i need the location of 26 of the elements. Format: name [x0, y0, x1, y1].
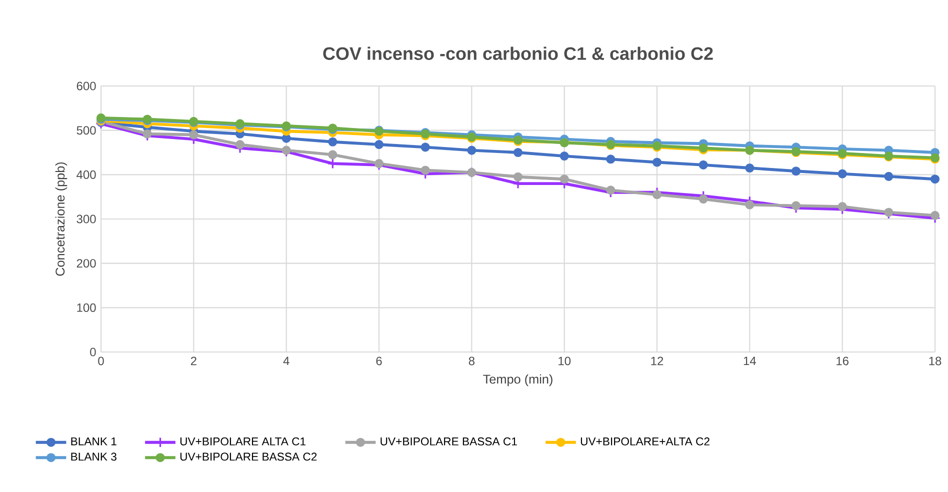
x-tick-label: 14: [744, 356, 756, 365]
x-tick-label: 0: [98, 356, 104, 366]
y-tick-label: 500: [76, 126, 96, 135]
y-tick-label: 300: [76, 214, 96, 224]
y-tick-label: 600: [76, 82, 96, 90]
x-tick-label: 8: [468, 356, 474, 366]
y-tick-label: 400: [76, 170, 96, 179]
y-axis-title: Concetrazione (ppb): [55, 162, 68, 276]
legend-label: UV+BIPOLARE BASSA C2: [180, 452, 317, 461]
x-tick-label: 12: [651, 356, 664, 366]
legend-label: UV+BIPOLARE+ALTA C2: [580, 437, 710, 446]
legend-label: UV+BIPOLARE BASSA C1: [380, 437, 517, 446]
y-tick-label: 0: [90, 348, 96, 356]
x-tick-label: 6: [376, 356, 382, 366]
chart-title: COV incenso -con carbonio C1 & carbonio C2: [323, 46, 713, 60]
x-tick-label: 18: [929, 356, 942, 366]
x-tick-label: 4: [283, 356, 290, 365]
x-tick-label: 10: [558, 356, 571, 366]
x-tick-label: 2: [190, 356, 196, 366]
legend-label: BLANK 1: [71, 437, 116, 446]
legend-label: BLANK 3: [71, 452, 116, 461]
y-tick-label: 100: [77, 303, 96, 312]
legend-label: UV+BIPOLARE ALTA C1: [180, 437, 306, 446]
x-axis-title: Tempo (min): [483, 374, 552, 386]
x-tick-label: 16: [836, 356, 848, 366]
y-tick-label: 200: [76, 259, 96, 268]
